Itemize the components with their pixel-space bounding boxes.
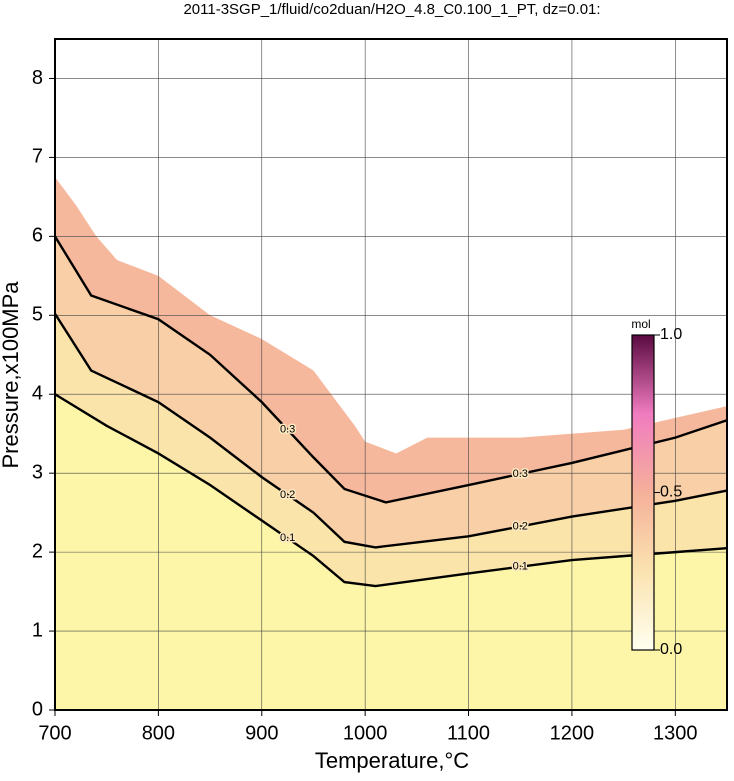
x-axis-label: Temperature,°C	[315, 748, 469, 773]
contour-label: 0.3	[280, 424, 295, 436]
colorbar: mol 0.0 0.5 1.0	[631, 317, 682, 658]
y-tick-label: 5	[32, 304, 43, 326]
chart-title: 2011-3SGP_1/fluid/co2duan/H2O_4.8_C0.100…	[183, 1, 600, 18]
y-tick-label: 6	[32, 225, 43, 247]
x-tick-label: 700	[38, 722, 71, 744]
x-tick-label: 1100	[447, 722, 490, 744]
x-tick-label: 800	[142, 722, 175, 744]
x-tick-label: 1300	[653, 722, 698, 744]
contour-label: 0.2	[513, 520, 528, 532]
contour-label: 0.1	[513, 561, 528, 573]
y-tick-label: 4	[32, 383, 43, 405]
y-tick-label: 8	[32, 67, 43, 89]
contour-line	[53, 235, 728, 504]
y-tick-label: 0	[32, 698, 43, 720]
colorbar-gradient	[631, 334, 655, 651]
y-tick-label: 2	[32, 540, 43, 562]
colorbar-label: mol	[631, 317, 650, 331]
x-tick-label: 1000	[343, 722, 388, 744]
colorbar-tick-label: 0.5	[660, 484, 682, 501]
plot-area: 0.3 0.3 0.2 0.2 0.1 0.1 700 800 900 1000 1100 1200 1…	[32, 38, 728, 744]
y-tick-label: 3	[32, 461, 43, 483]
plot-frame	[54, 38, 728, 711]
contour-line	[53, 313, 728, 549]
x-tick-label: 900	[245, 722, 278, 744]
colorbar-tick-label: 0.0	[660, 641, 682, 658]
colorbar-tick-label: 1.0	[660, 326, 682, 343]
y-tick-label: 7	[32, 146, 43, 168]
contour-line	[54, 393, 728, 588]
contour-label: 0.1	[280, 532, 295, 544]
y-axis-label: Pressure,x100MPa	[0, 281, 23, 469]
x-tick-label: 1200	[550, 722, 595, 744]
contour-label: 0.3	[513, 468, 528, 480]
contour-label: 0.2	[280, 489, 295, 501]
y-tick-label: 1	[32, 619, 43, 641]
